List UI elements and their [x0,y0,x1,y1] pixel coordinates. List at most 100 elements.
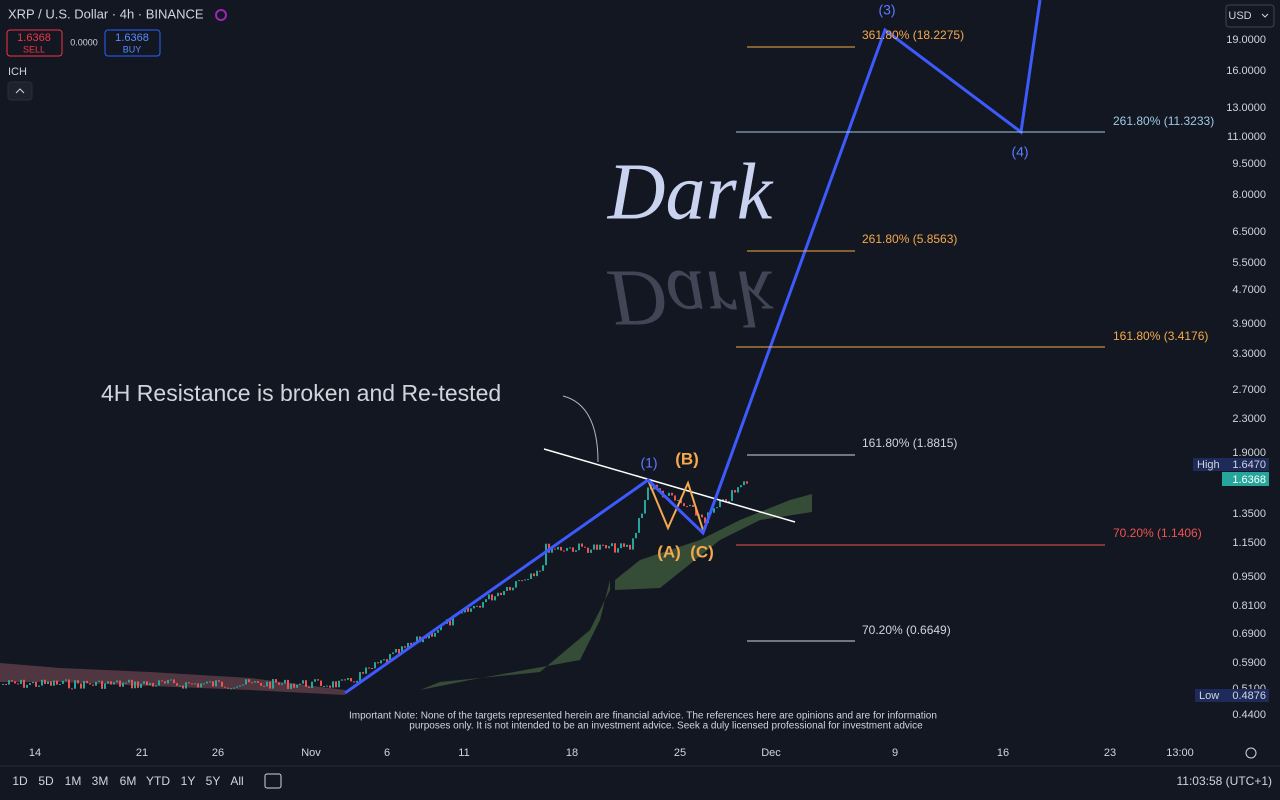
candle [533,573,535,577]
candle [59,683,61,685]
candle [182,685,184,689]
candle [584,546,586,548]
candle [77,680,79,684]
candle [353,681,355,683]
candle [350,678,352,682]
candle [545,543,547,566]
candle [179,685,181,687]
currency-button[interactable] [1225,4,1275,28]
low-price: 0.4876 [1232,690,1266,702]
candle [617,548,619,553]
candle [578,543,580,551]
range-button[interactable]: 3M [92,774,109,788]
candle [272,679,274,689]
candle [107,681,109,684]
candle [167,679,169,684]
range-button[interactable]: 5D [38,774,54,788]
candle [185,682,187,689]
calendar-icon[interactable] [264,773,282,789]
ichimoku-cloud [0,663,345,695]
candle [719,500,721,508]
range-button[interactable]: All [230,774,243,788]
settings-icon[interactable] [1245,747,1257,759]
candle [71,688,73,690]
range-button[interactable]: 1M [65,774,82,788]
candle [722,499,724,501]
impulse-wave [344,0,1042,695]
fib-label: 70.20% (0.6649) [862,623,951,637]
candle [509,586,511,591]
candle [374,662,376,669]
candle [83,680,85,689]
candle [191,683,193,685]
logo [215,9,227,21]
candle [743,481,745,486]
candle [62,680,64,684]
candle [74,680,76,689]
candle [482,602,484,608]
candle [224,686,226,688]
candle [68,679,70,689]
candle [506,586,508,591]
price-tick-label: 2.3000 [1232,413,1266,425]
candle [239,685,241,687]
collapse-button[interactable] [7,81,33,101]
candle [371,667,373,669]
candle [407,642,409,648]
candle [494,596,496,601]
candle [737,487,739,493]
range-button[interactable]: 5Y [206,774,221,788]
candle [683,503,685,507]
candle [164,681,166,684]
candle [194,683,196,685]
candle [119,680,121,687]
watermark: Dark [607,148,774,236]
candle [14,681,16,684]
candle [593,544,595,550]
candle [41,679,43,686]
candle [449,619,451,626]
wave-label: (A) [657,542,681,561]
candle [263,685,265,687]
range-button[interactable]: 1Y [181,774,196,788]
range-button[interactable]: 1D [12,774,28,788]
candle [29,683,31,685]
candle [329,685,331,688]
candle [275,679,277,683]
sell-button[interactable] [6,29,63,57]
collapse-icon [15,88,25,94]
candle [725,499,727,503]
candle [248,679,250,683]
candle [152,683,154,687]
candle [704,517,706,524]
dropdown-icon [1261,13,1269,18]
candle [602,544,604,546]
candle [656,484,658,489]
price-tick-label: 2.7000 [1232,384,1266,396]
candle [368,667,370,669]
time-tick-label: 14 [29,747,41,759]
note-pointer [562,395,599,463]
candle [20,679,22,685]
candle [560,546,562,551]
candle [485,599,487,603]
candle [212,681,214,687]
candle [89,683,91,685]
candle [317,679,319,681]
candle [53,680,55,686]
candle [35,681,37,687]
candle [728,501,730,503]
abc-wave [647,479,704,531]
buy-button[interactable] [104,29,161,57]
candle [542,565,544,571]
range-button[interactable]: 6M [120,774,137,788]
candle [680,499,682,504]
time-tick-label: 11 [458,747,469,759]
price-tick-label: 0.8100 [1232,600,1266,612]
resistance-line [543,448,796,523]
candle [245,679,247,685]
fib-label: 261.80% (11.3233) [1113,114,1214,128]
range-button[interactable]: YTD [146,774,170,788]
time-tick-label: Dec [761,747,781,759]
candle [98,680,100,682]
